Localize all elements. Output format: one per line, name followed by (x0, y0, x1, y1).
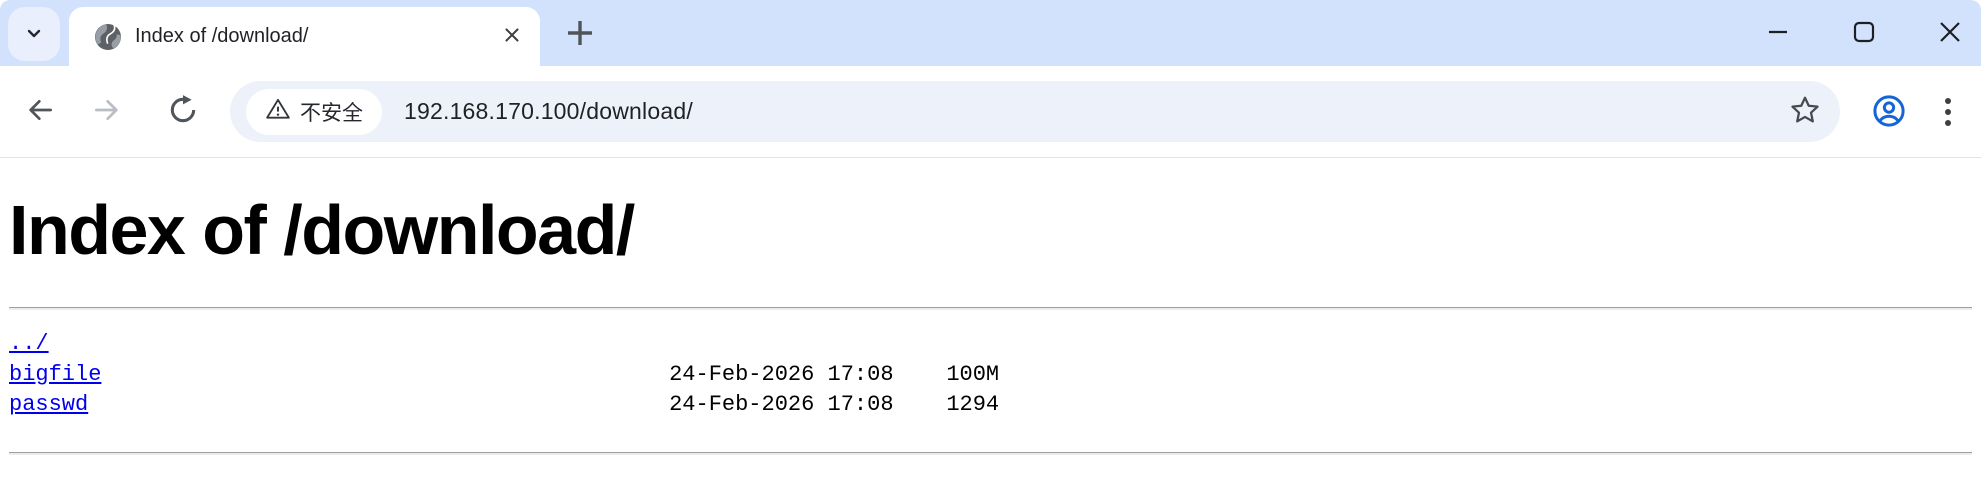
maximize-button[interactable] (1849, 18, 1879, 48)
close-window-icon (1936, 18, 1964, 49)
tab-title: Index of /download/ (135, 25, 309, 47)
close-icon (501, 24, 523, 49)
file-size: 1294 (946, 392, 1000, 417)
globe-favicon-icon (93, 22, 123, 52)
tab-strip: Index of /download/ (0, 0, 1981, 66)
file-size: 100M (946, 361, 1000, 387)
url-text[interactable]: 192.168.170.100/download/ (404, 98, 693, 124)
arrow-left-icon (24, 94, 56, 129)
reload-button[interactable] (165, 94, 201, 130)
file-date: 24-Feb-2026 17:08 (669, 361, 894, 387)
tab-close-button[interactable] (498, 23, 526, 51)
plus-icon (565, 18, 595, 51)
star-icon (1789, 94, 1821, 129)
file-link-passwd[interactable]: passwd (9, 392, 89, 417)
address-bar[interactable]: 不安全 192.168.170.100/download/ (230, 81, 1840, 142)
maximize-icon (1850, 18, 1878, 49)
profile-button[interactable] (1870, 93, 1908, 131)
minimize-button[interactable] (1763, 18, 1793, 48)
window-controls (1763, 0, 1965, 66)
file-listing: ../ bigfile 24-Feb-2026 17:08 100M passwd 2… (9, 329, 1972, 421)
browser-toolbar: 不安全 192.168.170.100/download/ (0, 66, 1981, 158)
back-button[interactable] (22, 94, 58, 130)
minimize-icon (1764, 18, 1792, 49)
security-chip-label: 不安全 (300, 101, 363, 125)
menu-button[interactable] (1930, 94, 1966, 130)
person-circle-icon (1871, 93, 1907, 132)
chevron-down-icon (22, 21, 46, 48)
tab-search-button[interactable] (8, 7, 60, 61)
reload-icon (167, 94, 199, 129)
bookmark-star-button[interactable] (1786, 93, 1824, 131)
divider-top (9, 307, 1972, 310)
arrow-right-icon (91, 94, 123, 129)
page-content: Index of /download/ ../ bigfile 24-Feb-20… (0, 194, 1981, 478)
forward-button[interactable] (89, 94, 125, 130)
parent-dir-link[interactable]: ../ (9, 331, 49, 356)
divider-bottom (9, 451, 1972, 455)
file-link-bigfile[interactable]: bigfile (9, 361, 102, 387)
file-date: 24-Feb-2026 17:08 (669, 392, 894, 417)
kebab-menu-icon (1945, 97, 1951, 126)
new-tab-button[interactable] (554, 8, 606, 60)
warning-icon (265, 96, 291, 127)
security-chip[interactable]: 不安全 (246, 88, 382, 135)
active-tab[interactable]: Index of /download/ (69, 7, 540, 66)
page-title: Index of /download/ (9, 191, 635, 269)
close-window-button[interactable] (1935, 18, 1965, 48)
